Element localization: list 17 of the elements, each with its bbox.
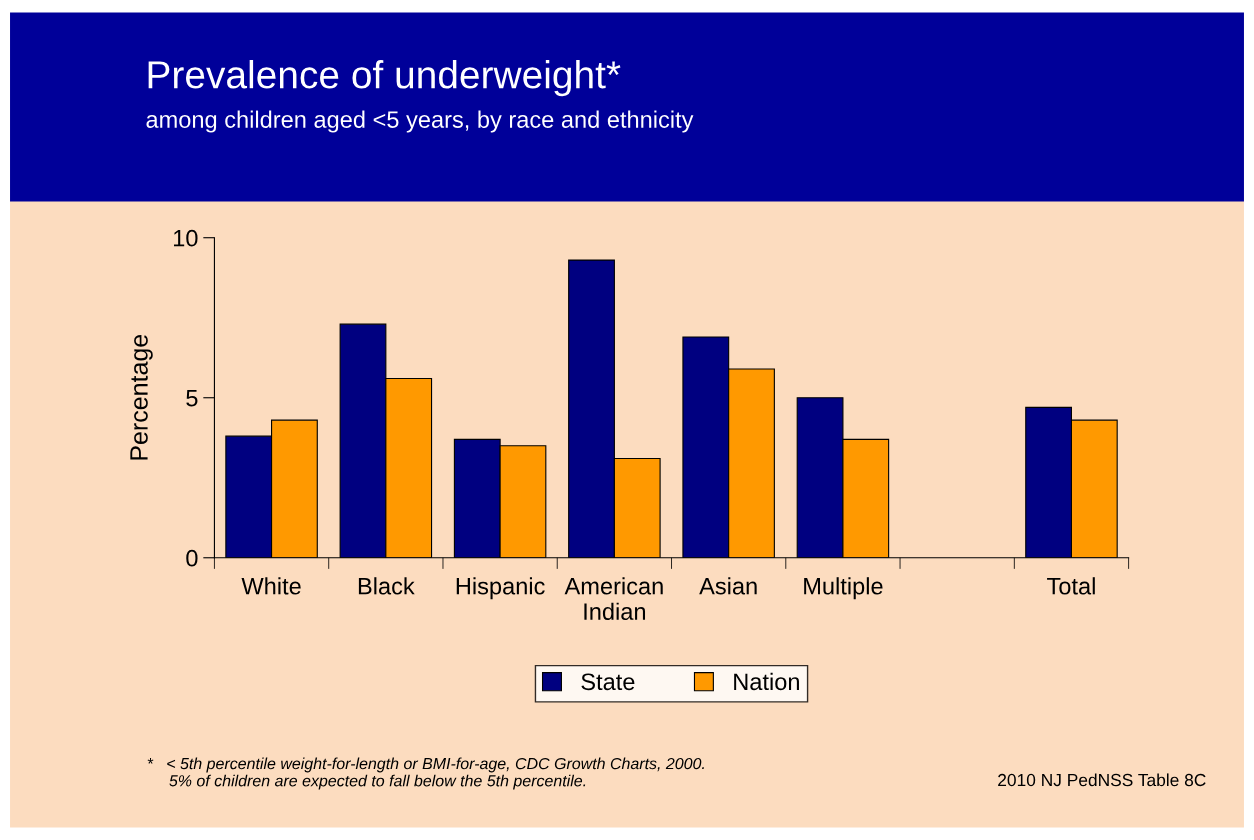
chart-subtitle: among children aged <5 years, by race and ethnicity	[146, 110, 694, 133]
chart-title: Prevalence of underweight*	[148, 60, 621, 97]
x-tick-label: American Indian	[564, 577, 663, 620]
text: 2010 NJ PedNSS Table 8C	[998, 773, 1206, 787]
x-tick-label: Asian	[699, 577, 757, 595]
legend-label: Nation	[734, 672, 799, 691]
y-axis-title: Percentage	[130, 334, 153, 460]
x-tick-label: Hispanic	[456, 577, 545, 600]
x-tick-label: Total	[1047, 577, 1095, 595]
legend-label: State	[581, 673, 635, 691]
x-tick-label: White	[241, 577, 301, 595]
y-tick-label: 10	[174, 229, 198, 247]
text: * < 5th percentile weight-for-length or BMI-for-age, CDC Growth Charts, 2000. 5% of children are expected to fall below the 5th percentile.	[147, 757, 704, 790]
y-tick-label: 5	[186, 390, 198, 407]
x-tick-label: Black	[358, 577, 415, 595]
x-tick-label: Multiple	[804, 577, 883, 600]
y-tick-label: 0	[186, 549, 198, 567]
